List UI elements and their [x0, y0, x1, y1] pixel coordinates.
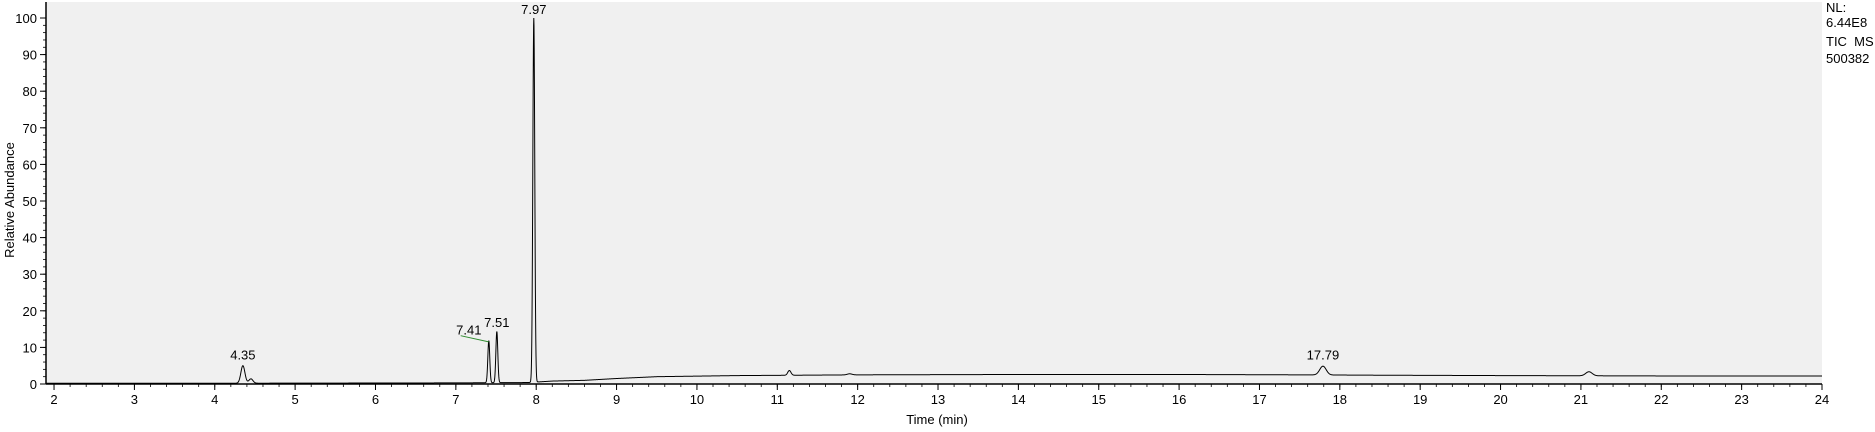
- x-tick-label: 17: [1252, 392, 1266, 407]
- y-tick-label: 0: [30, 377, 37, 392]
- peak-label: 7.51: [484, 315, 509, 330]
- info-block: NL: 6.44E8 TIC MS 500382: [1826, 0, 1874, 66]
- x-axis-ticks: 2 3 4 5 6 7 8 9 10 11 12 13 14 15 16 17 18 19 20 21 22 23 24: [50, 384, 1829, 407]
- x-tick-label: 6: [372, 392, 379, 407]
- x-tick-label: 4: [211, 392, 218, 407]
- y-tick-label: 70: [23, 121, 37, 136]
- x-tick-label: 18: [1333, 392, 1347, 407]
- x-tick-label: 7: [452, 392, 459, 407]
- x-tick-label: 10: [690, 392, 704, 407]
- peak-annotation-leader: [460, 335, 489, 343]
- x-tick-label: 16: [1172, 392, 1186, 407]
- x-tick-label: 22: [1654, 392, 1668, 407]
- y-tick-label: 40: [23, 231, 37, 246]
- y-axis-title: Relative Abundance: [2, 142, 17, 258]
- x-tick-label: 23: [1734, 392, 1748, 407]
- plot-background: [46, 2, 1822, 384]
- x-tick-label: 13: [931, 392, 945, 407]
- peak-label: 7.97: [521, 2, 546, 17]
- x-tick-label: 19: [1413, 392, 1427, 407]
- y-tick-label: 50: [23, 194, 37, 209]
- chromatogram-trace-group: [46, 17, 1822, 384]
- y-tick-label: 10: [23, 340, 37, 355]
- x-tick-label: 9: [613, 392, 620, 407]
- y-tick-label: 100: [15, 11, 37, 26]
- x-tick-label: 2: [50, 392, 57, 407]
- info-line-nl-value: 6.44E8: [1826, 15, 1867, 30]
- info-line-id: 500382: [1826, 51, 1869, 66]
- x-tick-label: 15: [1092, 392, 1106, 407]
- y-tick-label: 90: [23, 48, 37, 63]
- x-tick-label: 24: [1815, 392, 1829, 407]
- x-tick-label: 8: [533, 392, 540, 407]
- y-tick-label: 80: [23, 84, 37, 99]
- x-tick-label: 11: [771, 392, 785, 407]
- y-axis-ticks: 0 10 20 30 40 50 60 70 80 90 100: [15, 11, 46, 392]
- y-tick-label: 30: [23, 267, 37, 282]
- x-tick-label: 21: [1574, 392, 1588, 407]
- info-line-scan: TIC MS: [1826, 34, 1874, 49]
- x-tick-label: 20: [1493, 392, 1507, 407]
- tic-trace-line: [46, 17, 1822, 384]
- peak-label: 7.41: [456, 323, 481, 338]
- x-axis-title: Time (min): [906, 412, 968, 427]
- x-tick-label: 12: [850, 392, 864, 407]
- y-tick-label: 60: [23, 157, 37, 172]
- x-tick-label: 5: [292, 392, 299, 407]
- info-line-nl: NL:: [1826, 0, 1846, 15]
- x-tick-label: 3: [131, 392, 138, 407]
- peak-label: 4.35: [230, 348, 255, 363]
- x-tick-label: 14: [1011, 392, 1025, 407]
- peak-label: 17.79: [1307, 348, 1340, 363]
- y-tick-label: 20: [23, 304, 37, 319]
- peak-labels: 4.35 7.417.51 7.97 17.79: [230, 2, 1339, 363]
